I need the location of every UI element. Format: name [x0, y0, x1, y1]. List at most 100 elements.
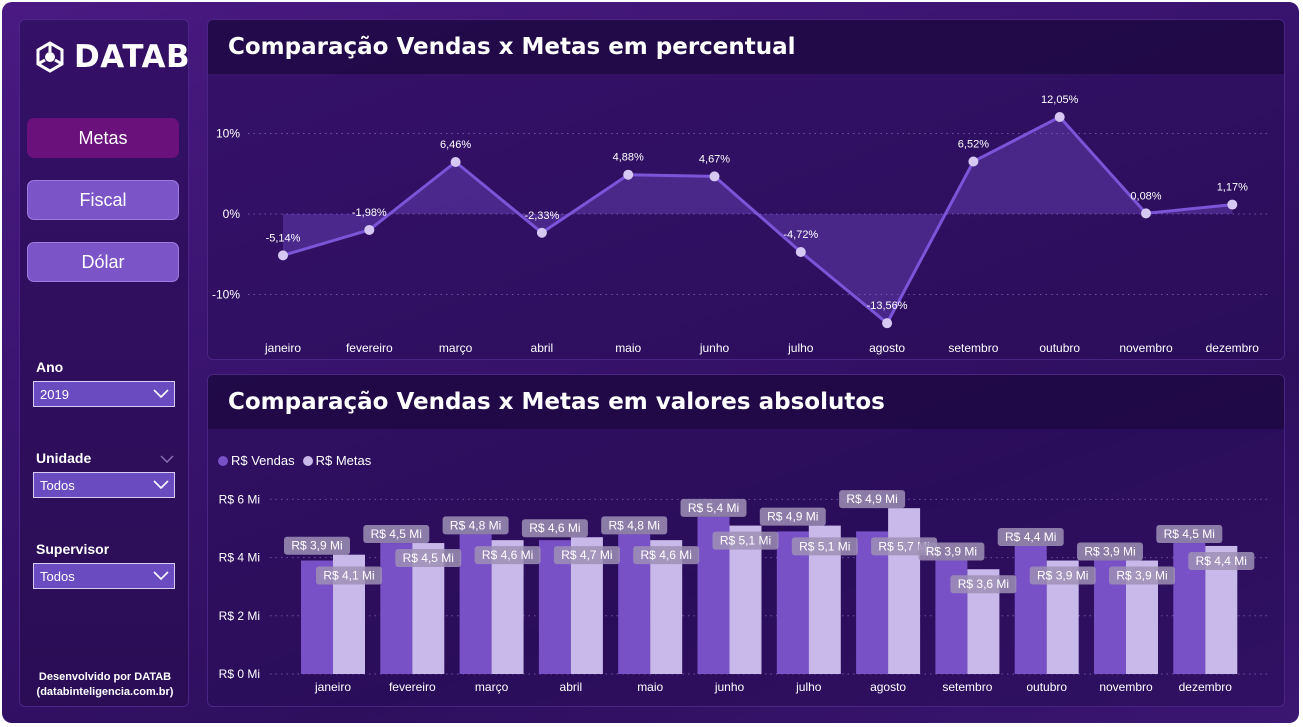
legend-item-metas[interactable]: R$ Metas: [302, 453, 371, 468]
data-label: R$ 4,7 Mi: [561, 548, 612, 562]
data-label-bg: [474, 546, 541, 565]
data-label-bg: [1156, 525, 1223, 544]
x-tick-label: março: [475, 680, 509, 694]
data-label: 4,67%: [699, 153, 730, 165]
y-tick-label: 0%: [223, 207, 241, 221]
filter-unidade-value: Todos: [40, 477, 75, 493]
data-point[interactable]: [709, 171, 720, 182]
y-tick-label: R$ 6 Mi: [219, 492, 260, 506]
x-tick-label: junho: [714, 680, 745, 694]
datab-logo-icon: [36, 41, 64, 73]
data-label: R$ 3,9 Mi: [926, 545, 977, 559]
data-label-bg: [791, 537, 858, 556]
nav-metas-label: Metas: [78, 127, 128, 148]
data-label: -1,98%: [352, 207, 387, 219]
percent-line-chart: 10% 0% -10% -5,14% janeiro -1,98% fevereiro 6,4…: [212, 94, 1268, 355]
nav-metas-button[interactable]: Metas: [27, 118, 179, 158]
y-tick-label: R$ 0 Mi: [219, 667, 260, 681]
data-label: R$ 3,9 Mi: [1116, 569, 1167, 583]
absolute-bar-chart: R$ 0 Mi R$ 2 Mi R$ 4 Mi R$ 6 Mi janeiro fever…: [219, 490, 1268, 694]
data-label: R$ 4,6 Mi: [641, 548, 692, 562]
x-tick-label: maio: [637, 680, 663, 694]
legend-item-vendas[interactable]: R$ Vendas: [218, 453, 295, 468]
absolute-chart-header: [208, 375, 1284, 429]
bar-metas[interactable]: [888, 508, 921, 674]
bar-vendas[interactable]: [1014, 545, 1047, 674]
data-point[interactable]: [795, 246, 806, 257]
data-point[interactable]: [364, 224, 375, 235]
nav-dolar-button[interactable]: Dólar: [27, 242, 179, 282]
filter-supervisor-select[interactable]: Todos: [33, 563, 175, 589]
x-tick-label: janeiro: [314, 680, 351, 694]
footer-line1: Desenvolvido por DATAB: [38, 671, 172, 683]
data-label: R$ 4,4 Mi: [1196, 554, 1247, 568]
nav-fiscal-button[interactable]: Fiscal: [27, 180, 179, 220]
brand-name: DATAB: [74, 39, 191, 75]
data-point[interactable]: [968, 156, 979, 167]
data-label-bg: [521, 519, 588, 538]
y-tick-label: 10%: [216, 127, 240, 141]
data-point[interactable]: [278, 250, 288, 261]
data-label: 12,05%: [1041, 94, 1079, 106]
data-point[interactable]: [1054, 111, 1065, 122]
chevron-down-icon: [153, 480, 169, 490]
data-label-bg: [680, 498, 747, 517]
data-label: -4,72%: [783, 229, 818, 241]
data-point[interactable]: [536, 227, 547, 238]
legend-vendas-label: R$ Vendas: [231, 453, 295, 468]
filter-ano-select[interactable]: 2019: [33, 381, 175, 407]
x-tick-label: fevereiro: [346, 341, 393, 355]
data-label: 1,17%: [1217, 182, 1248, 194]
data-point[interactable]: [1227, 199, 1238, 210]
sidebar: DATAB Metas Fiscal Dólar Ano 2019 Unidad…: [19, 19, 191, 707]
percent-chart-panel: Comparação Vendas x Metas em percentual …: [207, 19, 1285, 360]
filter-unidade-label: Unidade: [36, 450, 92, 466]
x-tick-label: abril: [560, 680, 583, 694]
line-area-fill: [283, 116, 1233, 324]
data-label: 4,88%: [613, 152, 644, 164]
bar-metas[interactable]: [729, 525, 762, 674]
data-label: R$ 3,9 Mi: [1037, 569, 1088, 583]
data-label-bg: [918, 542, 985, 561]
x-tick-label: fevereiro: [389, 680, 436, 694]
data-label: -13,56%: [867, 300, 908, 312]
y-tick-label: R$ 2 Mi: [219, 609, 260, 623]
y-tick-label: -10%: [212, 288, 240, 302]
filter-ano-label: Ano: [36, 359, 64, 375]
data-label: R$ 4,5 Mi: [1164, 527, 1215, 541]
filter-unidade-select[interactable]: Todos: [33, 472, 175, 498]
y-tick-label: R$ 4 Mi: [219, 551, 260, 565]
data-label-bg: [839, 490, 906, 509]
data-label-bg: [284, 536, 350, 555]
absolute-chart-title: Comparação Vendas x Metas em valores abs…: [228, 389, 885, 415]
data-label-bg: [395, 549, 462, 568]
x-tick-label: janeiro: [264, 341, 301, 355]
data-label-bg: [601, 516, 668, 535]
data-label: R$ 4,5 Mi: [371, 527, 422, 541]
nav-dolar-label: Dólar: [81, 251, 125, 272]
data-label: R$ 4,8 Mi: [450, 518, 501, 532]
data-label-bg: [950, 575, 1017, 594]
data-label: R$ 4,9 Mi: [767, 510, 818, 524]
data-label: R$ 4,9 Mi: [846, 492, 897, 506]
data-label: -2,33%: [524, 210, 559, 222]
data-label-bg: [759, 507, 826, 526]
legend-metas-swatch: [302, 456, 313, 466]
data-label-bg: [1188, 551, 1255, 570]
data-label-bg: [712, 531, 779, 550]
chevron-down-icon: [153, 571, 169, 581]
data-point[interactable]: [882, 318, 893, 329]
data-label-bg: [553, 546, 620, 565]
x-tick-label: abril: [531, 341, 554, 355]
data-point[interactable]: [1141, 208, 1151, 219]
data-label-bg: [1077, 542, 1143, 561]
data-label: R$ 4,5 Mi: [403, 551, 454, 565]
legend-vendas-swatch: [218, 456, 228, 466]
data-point[interactable]: [450, 156, 461, 167]
data-point[interactable]: [623, 169, 634, 180]
filter-ano-value: 2019: [40, 386, 69, 402]
filter-supervisor-label: Supervisor: [36, 541, 110, 557]
x-tick-label: novembro: [1099, 680, 1153, 694]
chevron-down-icon: [153, 389, 169, 399]
unidade-collapse-chevron-icon[interactable]: [160, 454, 174, 464]
